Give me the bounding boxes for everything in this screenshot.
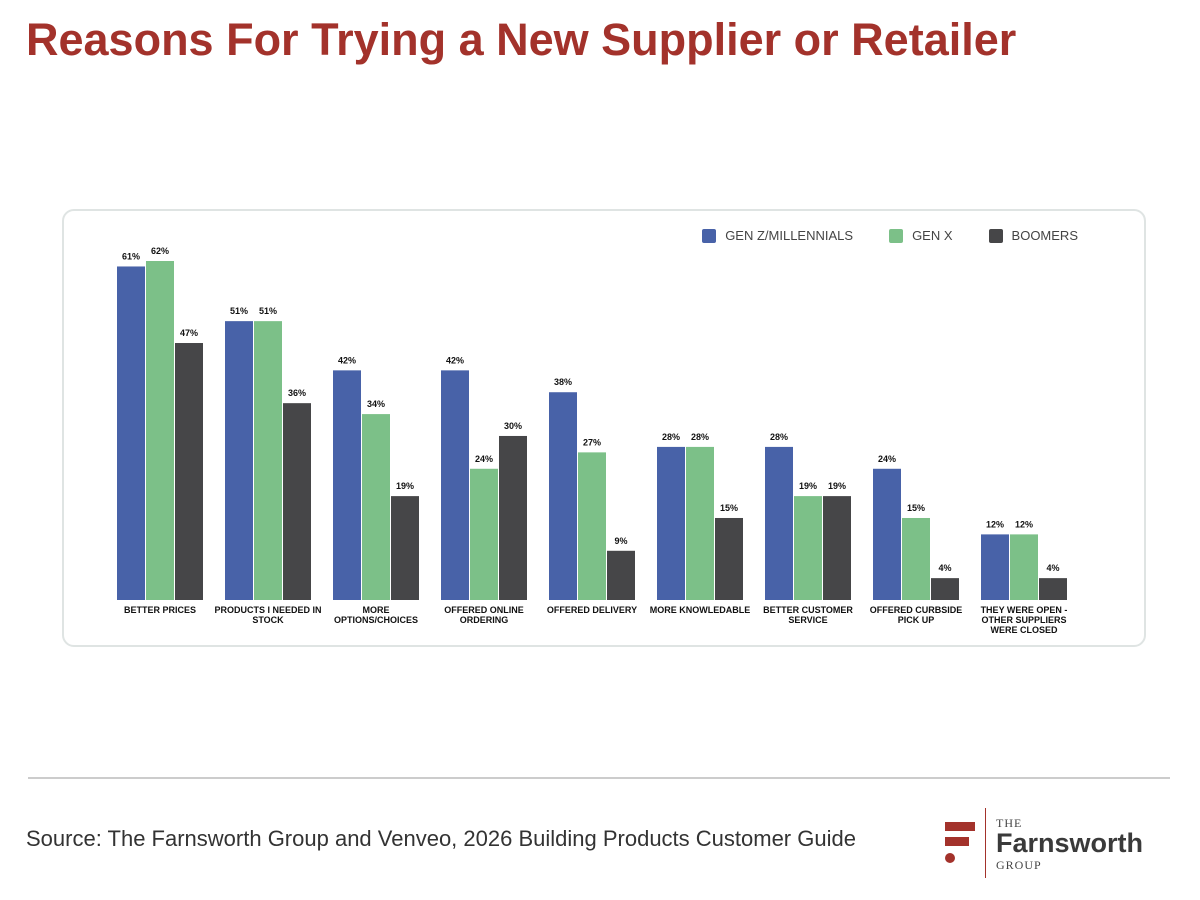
x-tick-label: THEY WERE OPEN - OTHER SUPPLIERS WERE CL…	[980, 605, 1068, 635]
value-label: 51%	[259, 306, 277, 316]
x-tick-label: MORE OPTIONS/CHOICES	[333, 605, 418, 625]
value-label: 34%	[367, 399, 385, 409]
x-tick-label: BETTER CUSTOMER SERVICE	[763, 605, 853, 625]
value-label: 42%	[338, 355, 356, 365]
value-label: 28%	[770, 432, 788, 442]
divider	[28, 777, 1170, 779]
bar	[333, 370, 361, 600]
legend-item: GEN Z/MILLENNIALS	[702, 228, 853, 243]
logo-group: GROUP	[996, 858, 1042, 872]
legend-label: GEN X	[912, 228, 953, 243]
logo-divider	[985, 808, 986, 878]
bar	[146, 261, 174, 600]
value-label: 24%	[475, 454, 493, 464]
legend-swatch	[889, 228, 904, 243]
legend: GEN Z/MILLENNIALS GEN X BOOMERS	[702, 228, 1078, 243]
source-note: Source: The Farnsworth Group and Venveo,…	[26, 826, 856, 851]
value-label: 19%	[799, 481, 817, 491]
value-label: 24%	[878, 454, 896, 464]
value-label: 36%	[288, 388, 306, 398]
bar	[1039, 578, 1067, 600]
legend-item: GEN X	[889, 228, 953, 243]
value-label: 12%	[1015, 519, 1033, 529]
chart-card	[62, 209, 1146, 647]
value-label: 4%	[1046, 563, 1059, 573]
bar	[765, 446, 793, 600]
bar	[902, 517, 930, 600]
value-label: 15%	[720, 503, 738, 513]
value-label: 62%	[151, 246, 169, 256]
value-label: 28%	[662, 432, 680, 442]
value-label: 19%	[828, 481, 846, 491]
bar	[549, 392, 577, 600]
bar	[657, 446, 685, 600]
slide-title: Reasons For Trying a New Supplier or Ret…	[26, 14, 1017, 65]
bar	[117, 266, 145, 600]
x-tick-label: OFFERED ONLINE ORDERING	[444, 605, 524, 625]
logo-icon	[945, 822, 975, 863]
bar	[470, 468, 498, 600]
bar	[362, 414, 390, 600]
bar	[391, 496, 419, 600]
bar	[823, 496, 851, 600]
bar	[254, 321, 282, 600]
value-label: 27%	[583, 437, 601, 447]
bar	[283, 403, 311, 600]
value-label: 42%	[446, 355, 464, 365]
bar	[499, 435, 527, 600]
bar	[607, 550, 635, 600]
value-label: 51%	[230, 306, 248, 316]
x-tick-label: OFFERED DELIVERY	[546, 605, 638, 615]
x-tick-label: OFFERED CURBSIDE PICK UP	[869, 605, 963, 625]
bar	[715, 517, 743, 600]
bar	[873, 468, 901, 600]
value-label: 4%	[938, 563, 951, 573]
bar	[578, 452, 606, 600]
x-tick-label: MORE KNOWLEDABLE	[649, 605, 751, 615]
value-label: 28%	[691, 432, 709, 442]
value-label: 12%	[986, 519, 1004, 529]
legend-swatch	[988, 228, 1003, 243]
x-tick-label: BETTER PRICES	[123, 605, 196, 615]
x-tick-label: PRODUCTS I NEEDED IN STOCK	[214, 605, 322, 625]
bar	[175, 343, 203, 600]
value-label: 47%	[180, 328, 198, 338]
value-label: 9%	[614, 536, 627, 546]
value-label: 61%	[122, 251, 140, 261]
value-label: 30%	[504, 421, 522, 431]
logo-the: THE	[996, 816, 1023, 830]
value-label: 15%	[907, 503, 925, 513]
bar	[686, 446, 714, 600]
value-label: 19%	[396, 481, 414, 491]
bar	[441, 370, 469, 600]
legend-label: GEN Z/MILLENNIALS	[725, 228, 854, 243]
bar	[931, 578, 959, 600]
value-label: 38%	[554, 377, 572, 387]
bar	[981, 534, 1009, 600]
bar	[225, 321, 253, 600]
logo-name: Farnsworth	[996, 828, 1144, 858]
bar	[794, 496, 822, 600]
legend-label: BOOMERS	[1011, 228, 1078, 243]
bar	[1010, 534, 1038, 600]
legend-item: BOOMERS	[988, 228, 1078, 243]
legend-swatch	[702, 228, 717, 243]
